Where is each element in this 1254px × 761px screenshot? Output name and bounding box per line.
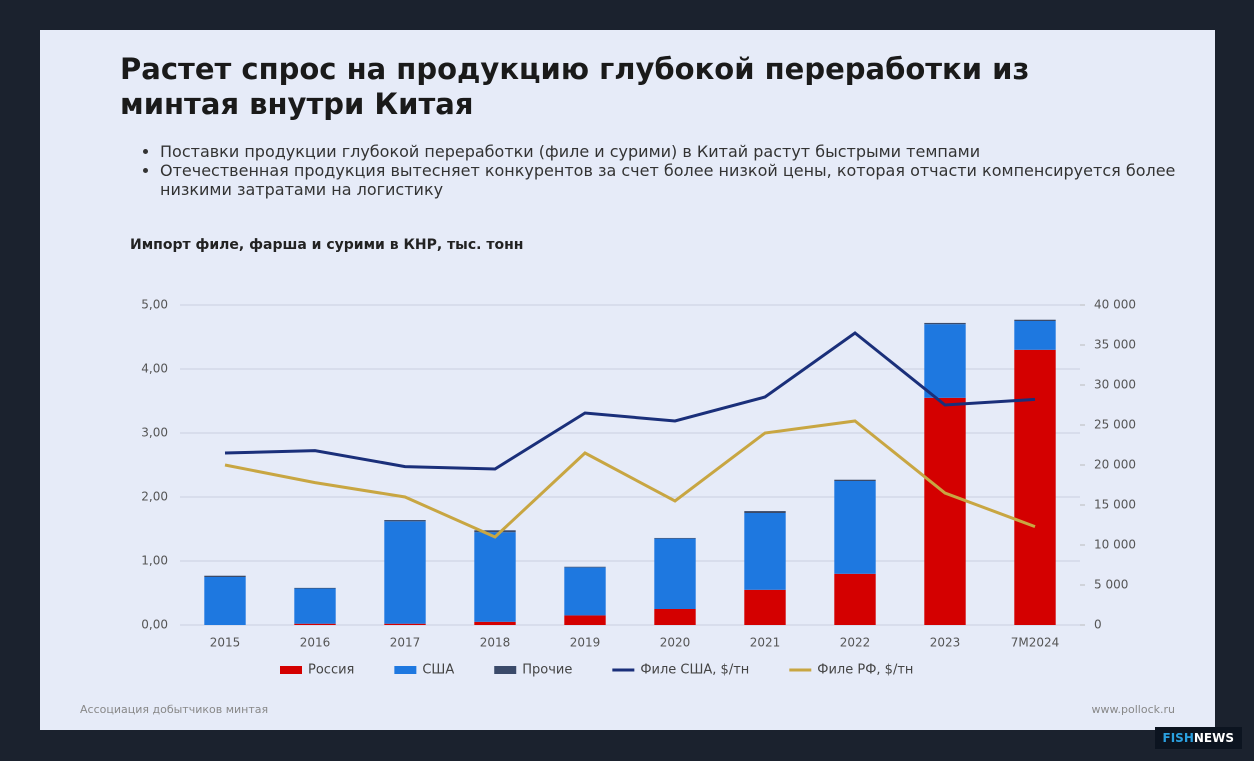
legend-label: Россия (308, 663, 354, 678)
bar (744, 511, 786, 513)
y2-tick-label: 15 000 (1094, 498, 1136, 512)
y-tick-label: 1,00 (141, 554, 168, 568)
legend-label: Филе РФ, $/тн (817, 663, 913, 678)
x-tick-label: 2019 (570, 636, 601, 650)
chart: Импорт филе, фарша и сурими в КНР, тыс. … (130, 237, 1136, 678)
bar (834, 479, 876, 481)
bar (924, 324, 966, 398)
x-tick-label: 2015 (210, 636, 241, 650)
bar (564, 615, 606, 625)
x-tick-label: 2018 (480, 636, 511, 650)
bullet: Поставки продукции глубокой переработки … (160, 142, 1180, 161)
y2-tick-label: 20 000 (1094, 458, 1136, 472)
bar (474, 530, 516, 533)
y-tick-label: 4,00 (141, 362, 168, 376)
y2-tick-label: 10 000 (1094, 538, 1136, 552)
bar (654, 538, 696, 609)
y-tick-label: 0,00 (141, 618, 168, 632)
y-tick-label: 5,00 (141, 298, 168, 312)
legend-swatch (280, 666, 302, 674)
y2-tick-label: 25 000 (1094, 418, 1136, 432)
x-tick-label: 2022 (840, 636, 871, 650)
y-tick-label: 2,00 (141, 490, 168, 504)
bar (1014, 349, 1056, 625)
bar (924, 322, 966, 325)
y2-tick-label: 30 000 (1094, 378, 1136, 392)
legend-swatch (394, 666, 417, 674)
bar (744, 513, 786, 590)
slide: Растет спрос на продукцию глубокой перер… (40, 30, 1215, 730)
footer-left: Ассоциация добытчиков минтая (80, 703, 269, 716)
bar (834, 481, 876, 574)
bar (384, 623, 426, 625)
bar (744, 589, 786, 625)
bar (564, 566, 606, 568)
bullet: Отечественная продукция вытесняет конкур… (160, 161, 1180, 199)
footer-right: www.pollock.ru (1091, 703, 1175, 716)
bullets: Поставки продукции глубокой переработки … (130, 142, 1180, 200)
bar (654, 537, 696, 539)
bar (204, 577, 246, 625)
bar (654, 609, 696, 625)
x-tick-label: 2021 (750, 636, 781, 650)
bar (474, 621, 516, 625)
bar (204, 575, 246, 577)
bar (384, 520, 426, 522)
bar (564, 567, 606, 616)
bar (384, 521, 426, 624)
bar (474, 532, 516, 622)
legend-label: Филе США, $/тн (640, 663, 749, 678)
x-tick-label: 2020 (660, 636, 691, 650)
badge: FISHNEWS (1154, 727, 1242, 749)
bar (1014, 319, 1056, 321)
y2-tick-label: 40 000 (1094, 298, 1136, 312)
x-tick-label: 7М2024 (1011, 636, 1060, 650)
y2-tick-label: 35 000 (1094, 338, 1136, 352)
y-tick-label: 3,00 (141, 426, 168, 440)
chart-title: Импорт филе, фарша и сурими в КНР, тыс. … (130, 237, 523, 253)
legend-swatch (494, 666, 517, 674)
x-tick-label: 2016 (300, 636, 331, 650)
bar (294, 623, 336, 625)
legend-label: Прочие (522, 663, 572, 678)
bar (924, 397, 966, 625)
x-tick-label: 2017 (390, 636, 421, 650)
bar (834, 573, 876, 625)
x-tick-label: 2023 (930, 636, 961, 650)
slide-title: Растет спрос на продукцию глубокой перер… (120, 52, 1030, 121)
y2-tick-label: 0 (1094, 618, 1102, 632)
bar (1014, 321, 1056, 350)
bar (294, 587, 336, 589)
badge-part: NEWS (1193, 731, 1234, 745)
line (224, 331, 1036, 471)
badge-part: FISH (1162, 731, 1194, 745)
bar (294, 588, 336, 624)
legend-label: США (422, 663, 454, 678)
y2-tick-label: 5 000 (1094, 578, 1128, 592)
line (224, 419, 1036, 539)
